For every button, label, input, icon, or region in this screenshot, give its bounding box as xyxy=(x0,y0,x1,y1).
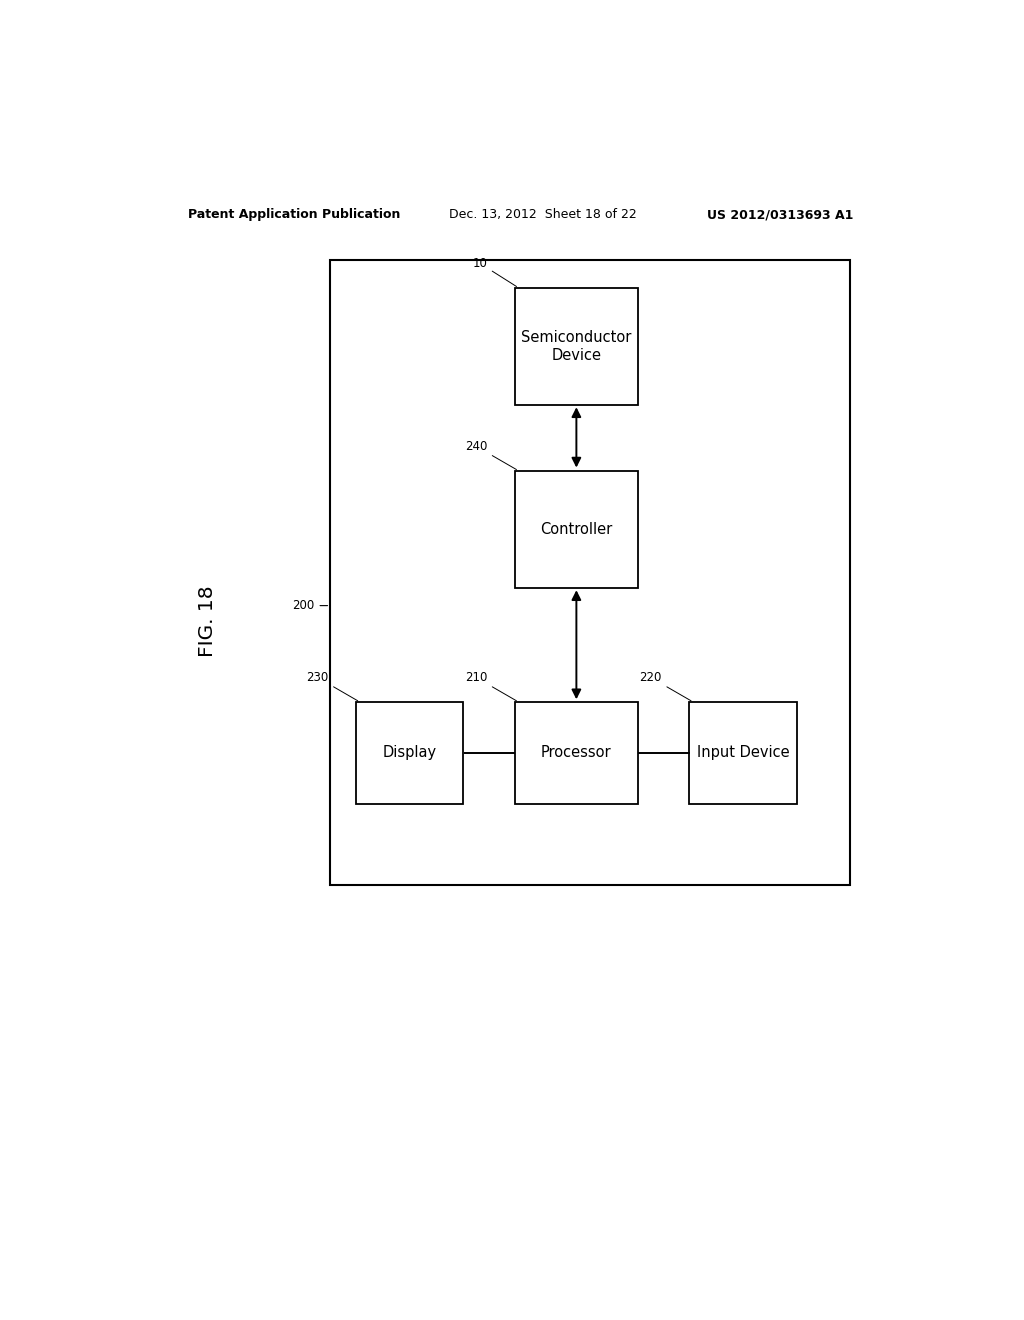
Text: 210: 210 xyxy=(465,671,516,701)
Text: Controller: Controller xyxy=(541,521,612,537)
Bar xyxy=(689,702,797,804)
Text: US 2012/0313693 A1: US 2012/0313693 A1 xyxy=(708,209,854,222)
Text: FIG. 18: FIG. 18 xyxy=(198,585,217,656)
Bar xyxy=(356,702,463,804)
Text: Semiconductor
Device: Semiconductor Device xyxy=(521,330,632,363)
Text: 200: 200 xyxy=(292,599,328,612)
Text: Dec. 13, 2012  Sheet 18 of 22: Dec. 13, 2012 Sheet 18 of 22 xyxy=(450,209,637,222)
Text: 220: 220 xyxy=(639,671,691,701)
Text: Display: Display xyxy=(383,746,437,760)
Text: 240: 240 xyxy=(465,440,516,470)
Bar xyxy=(515,288,638,405)
Text: Patent Application Publication: Patent Application Publication xyxy=(187,209,400,222)
Text: Input Device: Input Device xyxy=(696,746,790,760)
Text: Processor: Processor xyxy=(541,746,611,760)
Bar xyxy=(515,702,638,804)
Bar xyxy=(515,471,638,587)
Text: 10: 10 xyxy=(472,256,516,286)
Text: 230: 230 xyxy=(306,671,357,701)
Bar xyxy=(331,260,850,886)
